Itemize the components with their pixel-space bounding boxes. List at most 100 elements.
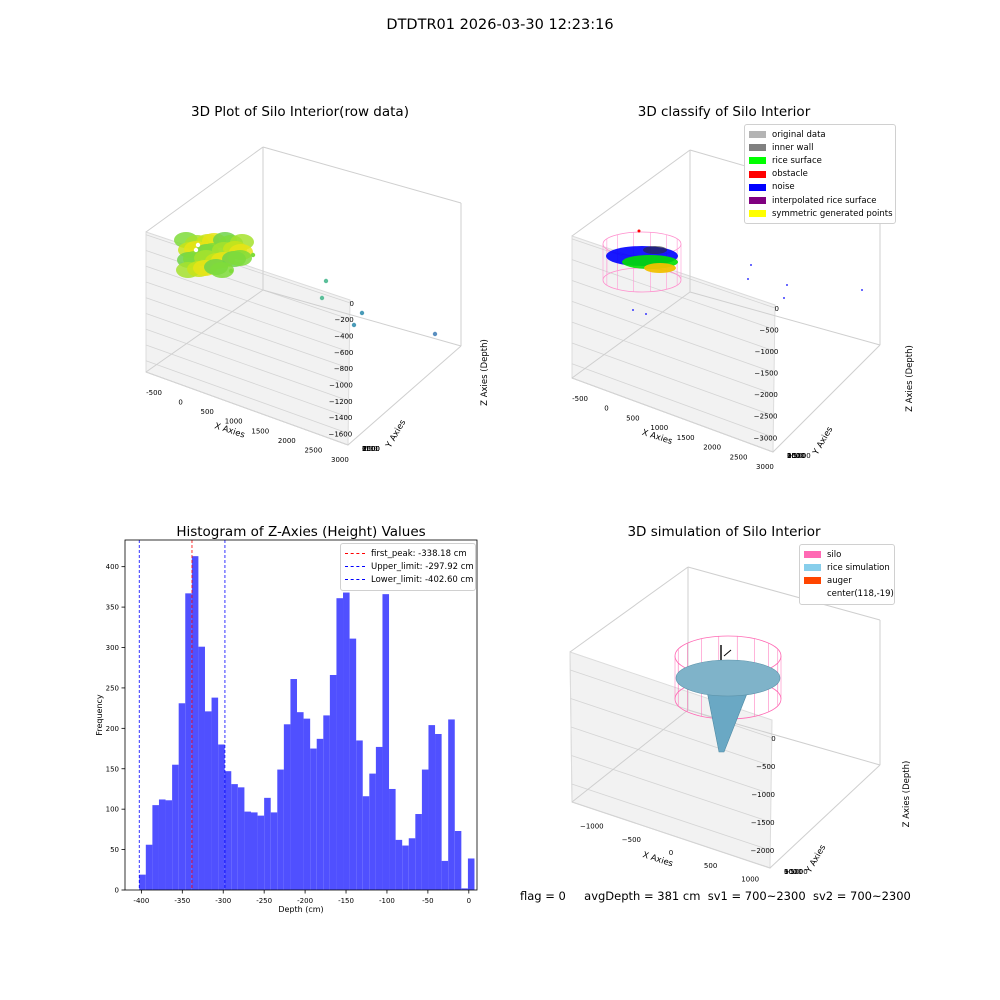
z-gridline	[571, 259, 775, 330]
z-tick-label: −1400	[329, 414, 353, 422]
x-tick-label: -500	[572, 395, 588, 403]
x-tick-label: 2500	[730, 453, 748, 461]
raw-point	[359, 310, 365, 316]
legend-label: rice surface	[772, 155, 822, 166]
x-tick-label: 1500	[251, 427, 269, 435]
y-tick-label: −500	[784, 868, 803, 876]
z-tick-label: −400	[334, 333, 353, 341]
legend-label: noise	[772, 182, 795, 193]
histogram-bar	[237, 787, 245, 890]
histogram-plot: -400 -350 -300 -250 -200 -150 -100 -50 0 0 50 100 15…	[95, 539, 478, 914]
z-tick-label: 0	[774, 305, 778, 313]
y-tick-label: 0	[362, 445, 366, 453]
raw-point	[432, 331, 438, 337]
histogram-bar	[369, 773, 376, 890]
histogram-bar	[336, 598, 344, 890]
avg-depth-text: avgDepth = 381 cm	[584, 889, 701, 903]
histogram-bar	[382, 594, 390, 890]
histogram-bar	[139, 874, 146, 890]
histogram-bar	[316, 738, 324, 890]
legend-swatch	[749, 131, 766, 139]
y-tick-label: 0	[115, 887, 119, 895]
x-axis-label: Depth (cm)	[278, 905, 323, 914]
x-tick-label: 3000	[331, 456, 349, 464]
x-tick-label: -50	[422, 897, 433, 905]
z-tick-label: −2000	[754, 391, 778, 399]
z-gridline	[571, 280, 775, 352]
x-tick-label: 1000	[741, 875, 759, 883]
figure-title: DTDTR01 2026-03-30 12:23:16	[386, 17, 614, 33]
z-gridline	[570, 726, 772, 795]
histogram-bar	[428, 725, 436, 890]
z-gridline	[571, 238, 776, 309]
z-tick-label: −1200	[329, 398, 353, 406]
legend-entry: rice simulation	[804, 561, 890, 574]
legend-swatch	[749, 210, 766, 218]
y-tick-label: −1000	[787, 452, 811, 460]
legend-swatch	[804, 577, 821, 585]
x-tick-label: 2500	[304, 446, 322, 454]
pane-edge	[145, 289, 264, 373]
x-tick-label: -400	[133, 897, 149, 905]
raw-point-cloud	[174, 232, 438, 337]
raw-point	[228, 250, 252, 266]
z-gridline	[145, 344, 349, 418]
z-gridline	[145, 360, 349, 434]
x-tick-label: −500	[622, 836, 641, 844]
pane-edge	[262, 146, 462, 204]
z-tick-label: −600	[334, 349, 353, 357]
histogram-bar	[448, 719, 455, 890]
y-tick-label: 1500	[787, 452, 805, 460]
y-tick-label: 150	[106, 765, 119, 773]
histogram-bar	[421, 769, 429, 890]
z-gridline	[571, 300, 775, 373]
y-tick-label: 300	[106, 644, 119, 652]
z-tick-label: −1600	[328, 430, 352, 438]
legend-entry: silo	[804, 548, 890, 561]
classify-plot-title: 3D classify of Silo Interior	[637, 104, 811, 120]
histogram-bar	[204, 711, 212, 890]
raw-point	[210, 262, 234, 278]
x-tick-label: 3000	[756, 463, 774, 471]
legend-swatch	[804, 551, 821, 559]
pane-edge	[571, 709, 689, 803]
flag-text: flag = 0	[520, 889, 566, 903]
legend-swatch	[749, 183, 766, 191]
histogram-bar	[211, 697, 219, 890]
histogram-bar	[441, 860, 449, 890]
raw-point	[319, 295, 325, 301]
symmetric-points	[644, 263, 676, 273]
y-axis-label: Y Axies	[811, 425, 836, 458]
y-gridline	[571, 801, 771, 869]
raw-point	[195, 242, 201, 248]
histogram-bar	[461, 888, 468, 890]
simulation-3d-plot: −1000−50005001000−1000−500050010000−500−…	[569, 566, 912, 883]
histogram-bar	[224, 771, 232, 890]
legend-swatch	[749, 170, 766, 178]
raw-point	[323, 278, 329, 284]
histogram-bar	[303, 718, 311, 890]
x-tick-label: -500	[146, 389, 162, 397]
y-tick-label: 1500	[362, 445, 380, 453]
inner-wall-points	[643, 246, 667, 254]
x-tick-label: 500	[200, 408, 213, 416]
histogram-bar	[395, 839, 403, 890]
y-tick-label: 2000	[362, 445, 380, 453]
histogram-bar	[310, 748, 317, 890]
histogram-bar	[145, 844, 153, 890]
histogram-bar	[356, 740, 363, 890]
y-tick-label: 1000	[787, 452, 805, 460]
raw-3d-plot: -500050010001500200025003000-50005001000…	[145, 146, 490, 464]
classify-legend: original data inner wall rice surface obsta…	[744, 124, 896, 225]
x-tick-label: 2000	[278, 437, 296, 445]
rice-simulation-surface	[675, 659, 781, 697]
legend-entry: symmetric generated points	[749, 207, 893, 220]
x-tick-label: 2000	[703, 444, 721, 452]
histogram-bar	[329, 674, 337, 890]
histogram-bar	[389, 788, 396, 890]
z-tick-label: −2500	[754, 413, 778, 421]
z-tick-label: −1000	[329, 381, 353, 389]
y-tick-label: 500	[362, 445, 375, 453]
z-tick-label: −2000	[751, 847, 775, 855]
z-gridline	[570, 669, 772, 739]
